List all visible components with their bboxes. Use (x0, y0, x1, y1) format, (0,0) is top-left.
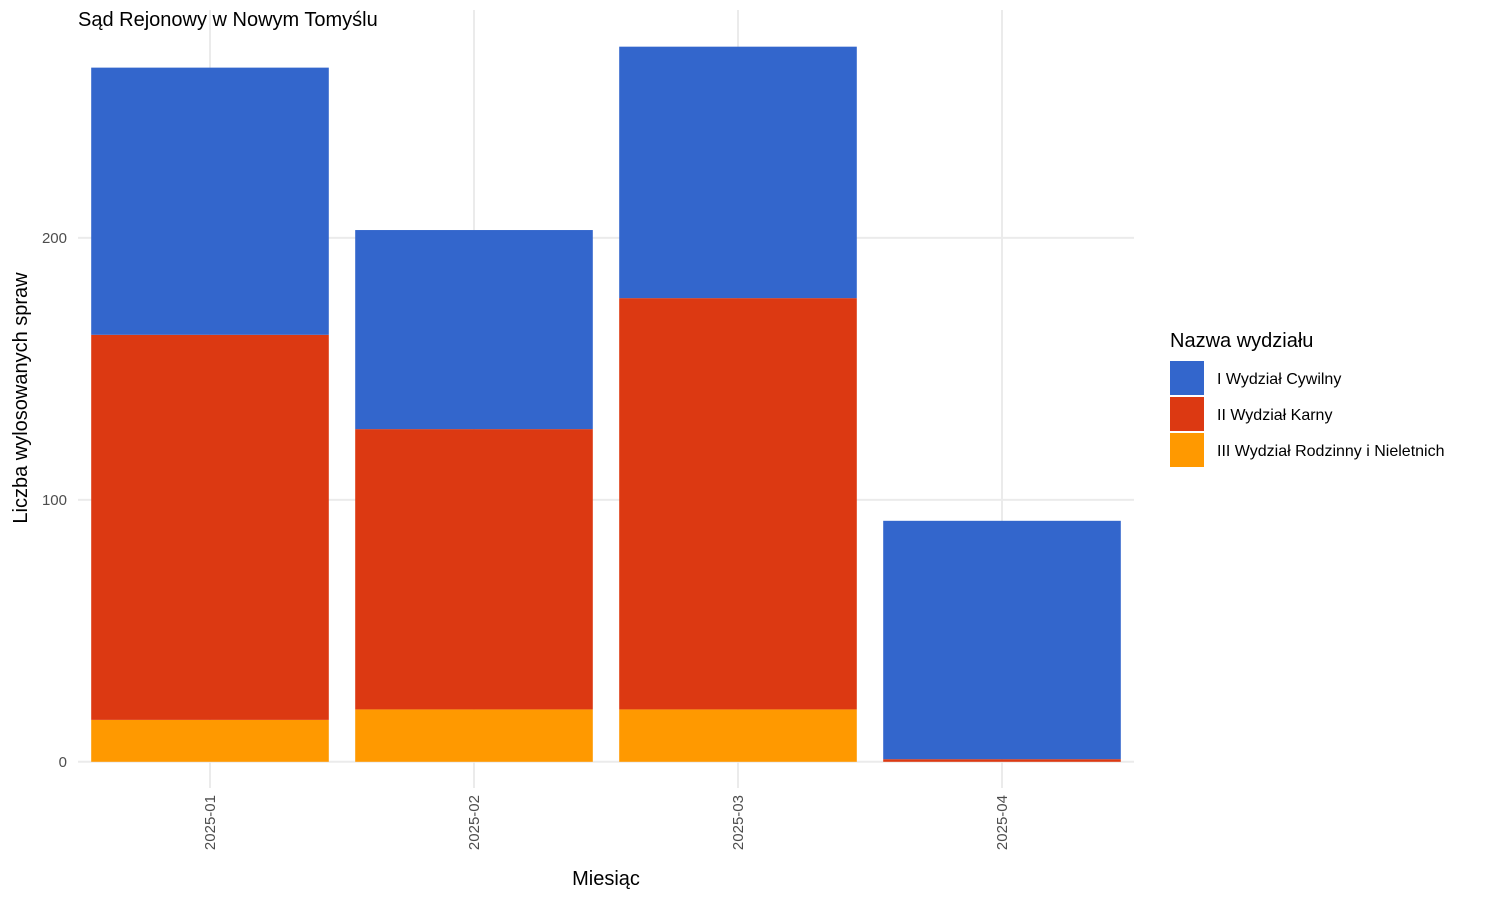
bar-2025-03-series-1 (619, 298, 857, 710)
bars-layer (91, 46, 1121, 762)
bar-2025-03-series-2 (619, 46, 857, 299)
bar-2025-01-series-0 (91, 719, 329, 762)
bar-2025-02-series-2 (355, 230, 593, 430)
legend-label-2: III Wydział Rodzinny i Nieletnich (1217, 443, 1445, 460)
legend-label-1: II Wydział Karny (1217, 407, 1332, 424)
bar-2025-04-series-2 (883, 520, 1121, 760)
x-tick-label-2025-04: 2025-04 (994, 795, 1011, 850)
x-axis-title: Miesiąc (572, 868, 640, 890)
chart-title: Sąd Rejonowy w Nowym Tomyślu (78, 9, 378, 31)
bar-2025-02-series-0 (355, 709, 593, 762)
legend-title: Nazwa wydziału (1170, 330, 1313, 352)
y-tick-label-200: 200 (42, 230, 67, 247)
bar-2025-01-series-1 (91, 334, 329, 720)
legend-key-1 (1170, 397, 1204, 431)
x-tick-label-2025-02: 2025-02 (466, 795, 483, 850)
bar-2025-01-series-2 (91, 67, 329, 335)
bar-2025-02-series-1 (355, 429, 593, 710)
bar-2025-04-series-1 (883, 759, 1121, 762)
legend-items: I Wydział Cywilny II Wydział Karny III Wyd… (1170, 361, 1445, 467)
legend-label-0: I Wydział Cywilny (1217, 371, 1341, 388)
y-tick-label-100: 100 (42, 492, 67, 509)
x-tick-label-2025-03: 2025-03 (730, 795, 747, 850)
bar-2025-03-series-0 (619, 709, 857, 762)
axes-layer: 0 100 200 2025-01 2025-02 2025-03 2025-04 (42, 230, 1011, 850)
y-axis-title: Liczba wylosowanych spraw (10, 272, 32, 524)
legend-key-0 (1170, 361, 1204, 395)
x-tick-label-2025-01: 2025-01 (202, 795, 219, 850)
legend-key-2 (1170, 433, 1204, 467)
legend: Nazwa wydziału I Wydział Cywilny II Wydzi… (1170, 330, 1445, 467)
y-tick-label-0: 0 (59, 754, 67, 771)
